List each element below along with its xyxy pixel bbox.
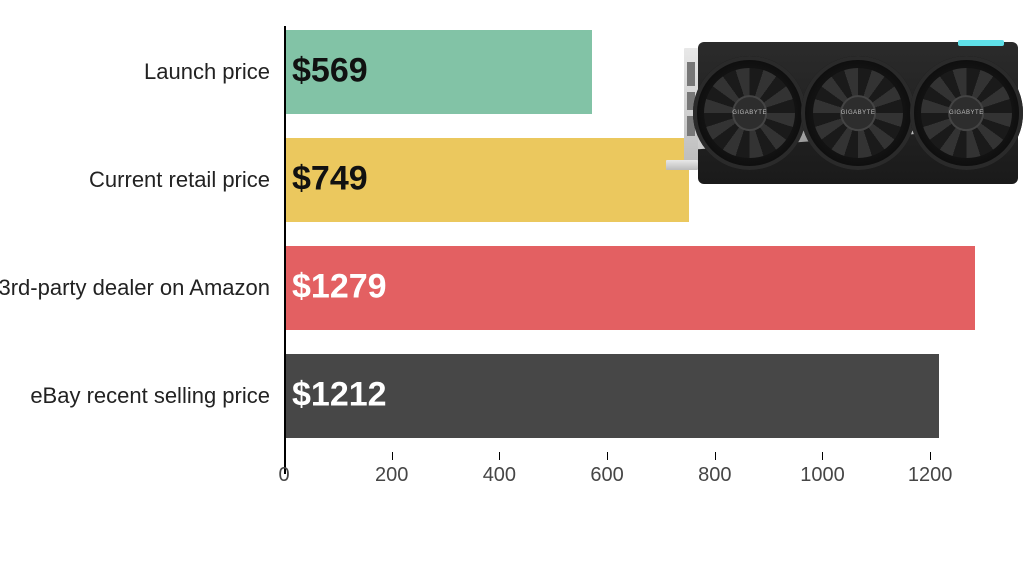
- x-tick: [822, 452, 823, 460]
- fan-brand-1: GIGABYTE: [732, 110, 767, 116]
- x-tick-label: 400: [483, 464, 516, 487]
- x-tick: [607, 452, 608, 460]
- fan-brand-3: GIGABYTE: [949, 110, 984, 116]
- gpu-illustration: GIGABYTE GIGABYTE GIGABYTE: [698, 42, 1018, 184]
- x-tick-label: 800: [698, 464, 731, 487]
- rgb-accent: [958, 40, 1004, 46]
- gpu-fan-1: GIGABYTE: [693, 56, 807, 170]
- bar-value: $1212: [292, 376, 387, 415]
- category-label: Current retail price: [89, 167, 270, 193]
- bar: [286, 246, 975, 330]
- bar-value: $569: [292, 52, 368, 91]
- x-tick: [715, 452, 716, 460]
- bar-value: $749: [292, 160, 368, 199]
- fan-brand-2: GIGABYTE: [841, 110, 876, 116]
- gpu-fan-2: GIGABYTE: [801, 56, 915, 170]
- bracket-foot: [666, 160, 698, 170]
- x-tick-label: 600: [590, 464, 623, 487]
- x-tick-label: 200: [375, 464, 408, 487]
- x-tick: [930, 452, 931, 460]
- price-comparison-chart: $569$749$1279$1212020040060080010001200 …: [0, 0, 1024, 576]
- bar-value: $1279: [292, 268, 387, 307]
- x-tick-label: 1000: [800, 464, 845, 487]
- category-label: eBay recent selling price: [30, 383, 270, 409]
- x-tick: [499, 452, 500, 460]
- category-label: 3rd-party dealer on Amazon: [0, 275, 270, 301]
- gpu-fan-3: GIGABYTE: [910, 56, 1024, 170]
- x-tick-label: 0: [278, 464, 289, 487]
- x-tick: [392, 452, 393, 460]
- x-tick-label: 1200: [908, 464, 953, 487]
- x-tick: [284, 452, 285, 460]
- category-label: Launch price: [144, 59, 270, 85]
